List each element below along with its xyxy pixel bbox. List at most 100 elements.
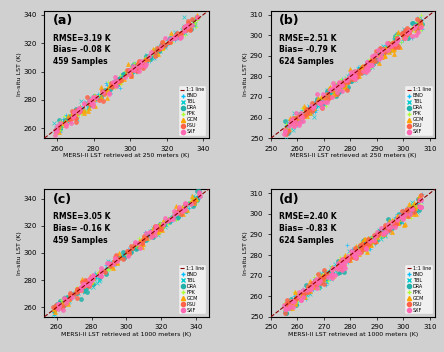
Point [60, 120, 67, 125]
Point [283, 124, 290, 130]
Point [324, 91, 331, 97]
Point [117, 77, 124, 82]
Point [147, 235, 154, 241]
Point [357, 69, 364, 74]
Point [148, 53, 155, 58]
Point [170, 32, 177, 38]
Point [302, 107, 309, 113]
Point [165, 39, 172, 44]
Point [379, 49, 386, 55]
Point [186, 24, 194, 29]
Point [351, 246, 358, 251]
Point [122, 253, 129, 259]
Point [293, 122, 300, 128]
Point [345, 248, 353, 254]
Point [378, 225, 385, 231]
Point [414, 200, 421, 206]
Point [85, 105, 92, 111]
Point [316, 100, 323, 106]
Point [351, 76, 358, 82]
Point [137, 241, 144, 247]
Point [185, 23, 192, 29]
Point [100, 270, 107, 275]
Point [351, 245, 358, 250]
Point [388, 44, 396, 50]
Point [85, 280, 92, 285]
Point [67, 117, 74, 122]
Point [110, 81, 117, 87]
Point [293, 119, 300, 124]
Point [413, 204, 420, 209]
Point [407, 203, 414, 209]
Point [347, 67, 354, 72]
Point [96, 276, 103, 281]
Point [64, 301, 71, 307]
Point [302, 290, 309, 296]
Point [169, 36, 176, 41]
Point [168, 215, 175, 220]
Point [152, 53, 159, 58]
Point [191, 19, 198, 25]
Point [320, 267, 327, 272]
Point [75, 287, 82, 292]
Point [361, 237, 369, 242]
Point [394, 220, 401, 226]
Point [153, 226, 160, 232]
Point [195, 188, 202, 194]
Point [302, 111, 309, 117]
Point [152, 227, 159, 233]
Point [333, 83, 341, 88]
Point [323, 87, 330, 93]
Point [402, 212, 409, 218]
Point [392, 220, 399, 226]
Point [125, 251, 132, 257]
Point [341, 83, 348, 88]
Point [349, 251, 357, 256]
Point [73, 110, 80, 116]
Point [301, 290, 308, 296]
Point [88, 277, 95, 283]
Point [89, 284, 96, 290]
Text: (c): (c) [52, 193, 72, 206]
Point [144, 56, 151, 62]
Point [297, 118, 304, 124]
Point [345, 257, 353, 263]
Point [313, 92, 321, 97]
Point [394, 220, 401, 225]
Point [412, 206, 419, 211]
Point [376, 54, 383, 59]
Point [86, 280, 93, 285]
Point [139, 63, 146, 69]
Point [415, 196, 422, 202]
Point [181, 207, 188, 212]
Point [127, 67, 135, 73]
Point [148, 231, 155, 237]
Point [149, 46, 156, 52]
Point [373, 236, 380, 242]
Point [390, 218, 397, 224]
Point [368, 59, 375, 65]
Point [375, 52, 382, 57]
Point [113, 256, 120, 261]
Point [144, 234, 151, 240]
Point [196, 194, 203, 199]
Point [416, 21, 423, 27]
Point [385, 46, 392, 51]
Point [75, 109, 83, 114]
Point [299, 114, 306, 120]
Point [175, 33, 182, 39]
Point [56, 117, 63, 123]
Point [77, 111, 84, 117]
Point [52, 307, 59, 313]
Point [179, 206, 186, 211]
Point [86, 278, 93, 283]
Point [85, 95, 92, 101]
Point [370, 52, 377, 58]
Point [405, 30, 412, 36]
Point [311, 275, 318, 280]
Point [380, 231, 387, 237]
Point [103, 267, 110, 272]
Point [281, 131, 288, 137]
Point [79, 106, 86, 111]
Point [354, 70, 361, 76]
